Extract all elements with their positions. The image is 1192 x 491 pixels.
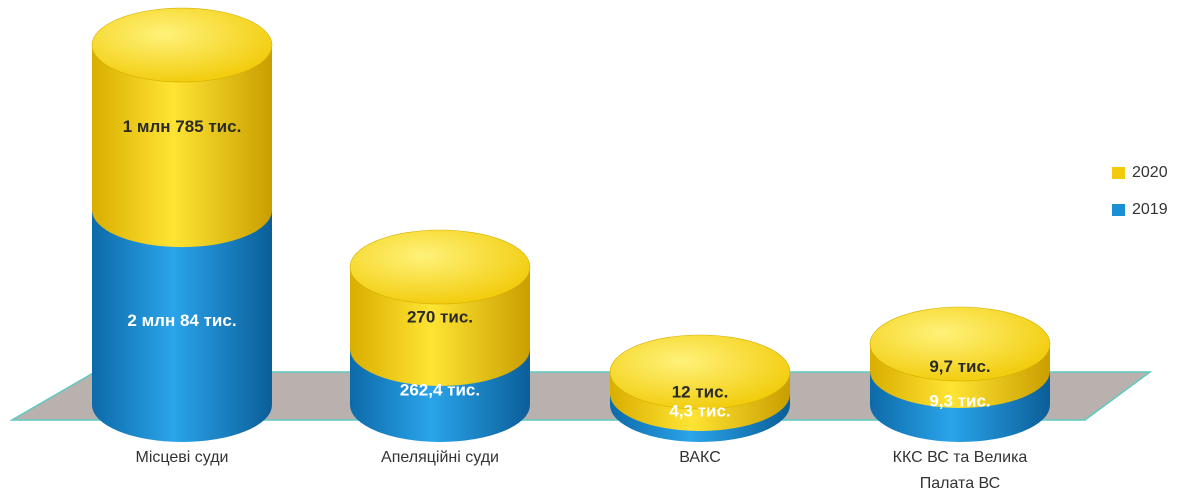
- value-label-2020-0: 1 млн 785 тис.: [123, 117, 242, 136]
- bar-top-2: [609, 334, 791, 410]
- bar-top-0: [91, 7, 273, 83]
- legend-label-2020: 2020: [1132, 164, 1168, 181]
- bar-2020-0: [92, 45, 272, 248]
- category-label-0: Місцеві суди: [135, 449, 228, 466]
- category-label-2: ВАКС: [679, 449, 721, 466]
- bar-top-1: [349, 229, 531, 305]
- category-label-3-line-1: Палата ВС: [920, 475, 1000, 491]
- bar-stack-2: 4,3 тис.12 тис.: [609, 334, 791, 442]
- legend-swatch-2020: [1112, 167, 1125, 179]
- value-label-2019-2: 4,3 тис.: [669, 401, 730, 420]
- value-label-2019-1: 262,4 тис.: [400, 380, 480, 399]
- bar-2019-0: [92, 210, 272, 442]
- category-labels: Місцеві суди Апеляційні суди ВАКС ККС ВС та…: [135, 449, 1027, 491]
- legend: 2020 2019: [1112, 164, 1168, 218]
- bars-group: 2 млн 84 тис. 1 млн 785 тис. 262,4 тис. 270…: [91, 7, 1051, 442]
- bar-stack-0: 2 млн 84 тис. 1 млн 785 тис.: [91, 7, 273, 442]
- chart-floor: [9, 371, 1153, 421]
- bar-stack-1: 262,4 тис. 270 тис.: [349, 229, 531, 442]
- value-label-2020-2: 12 тис.: [672, 382, 729, 401]
- legend-swatch-2019: [1112, 204, 1125, 216]
- value-label-2020-3: 9,7 тис.: [929, 357, 990, 376]
- legend-label-2019: 2019: [1132, 201, 1168, 218]
- value-label-2020-1: 270 тис.: [407, 307, 473, 326]
- bar-stack-3: 9,3 тис. 9,7 тис.: [869, 306, 1051, 442]
- category-label-1: Апеляційні суди: [381, 449, 499, 466]
- value-label-2019-0: 2 млн 84 тис.: [127, 311, 236, 330]
- category-label-3-line-0: ККС ВС та Велика: [893, 449, 1028, 466]
- value-label-2019-3: 9,3 тис.: [929, 391, 990, 410]
- bar-top-3: [869, 306, 1051, 382]
